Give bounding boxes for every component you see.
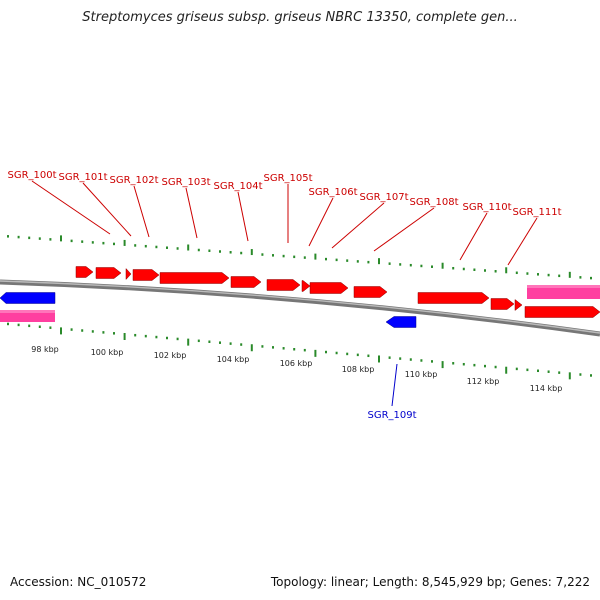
rrna-feature-shine bbox=[527, 285, 600, 288]
forward-gene-arrow[interactable] bbox=[95, 267, 122, 279]
scale-label: 100 kbp bbox=[91, 348, 124, 357]
label-leader-line bbox=[507, 217, 538, 266]
gene-label[interactable]: SGR_110t bbox=[462, 202, 511, 213]
map-title: Streptomyces griseus subsp. griseus NBRC… bbox=[82, 10, 518, 25]
scale-label: 102 kbp bbox=[154, 351, 187, 360]
gene-label[interactable]: SGR_104t bbox=[213, 181, 262, 192]
label-leader-line bbox=[331, 202, 385, 249]
gene-label[interactable]: SGR_100t bbox=[7, 170, 56, 181]
forward-gene-arrow[interactable] bbox=[159, 272, 230, 284]
genome-stats-text: Topology: linear; Length: 8,545,929 bp; … bbox=[270, 575, 590, 589]
forward-gene-arrow[interactable] bbox=[309, 282, 349, 294]
gene-label[interactable]: SGR_102t bbox=[109, 175, 158, 186]
genome-backbone-highlight bbox=[0, 280, 600, 334]
scale-label: 108 kbp bbox=[342, 365, 375, 374]
forward-gene-arrow[interactable] bbox=[514, 298, 523, 312]
label-leader-line bbox=[391, 363, 398, 407]
reverse-gene-arrow[interactable] bbox=[0, 292, 56, 304]
scale-label: 104 kbp bbox=[217, 355, 250, 364]
forward-gene-arrow[interactable] bbox=[353, 286, 388, 298]
forward-gene-arrow[interactable] bbox=[301, 280, 311, 292]
rrna-feature-shine bbox=[0, 310, 55, 313]
label-leader-line bbox=[459, 212, 488, 261]
label-leader-line bbox=[185, 187, 198, 239]
reverse-gene-arrow[interactable] bbox=[385, 316, 417, 328]
label-leader-line bbox=[31, 180, 111, 235]
gene-label[interactable]: SGR_107t bbox=[359, 192, 408, 203]
label-leader-line bbox=[82, 182, 132, 237]
forward-gene-arrow[interactable] bbox=[125, 267, 132, 281]
scale-label: 114 kbp bbox=[530, 384, 563, 393]
label-leader-line bbox=[133, 185, 150, 238]
scale-label: 106 kbp bbox=[280, 359, 313, 368]
accession-text: Accession: NC_010572 bbox=[10, 575, 147, 589]
gene-label[interactable]: SGR_106t bbox=[308, 187, 357, 198]
label-leader-line bbox=[237, 191, 249, 242]
tick-track-bottom bbox=[7, 322, 592, 380]
gene-label[interactable]: SGR_105t bbox=[263, 173, 312, 184]
forward-gene-arrow[interactable] bbox=[132, 269, 160, 281]
forward-gene-arrow[interactable] bbox=[230, 276, 262, 288]
rrna-feature[interactable] bbox=[527, 285, 600, 299]
scale-labels: 98 kbp 100 kbp 102 kbp 104 kbp 106 kbp 108 kb… bbox=[31, 345, 562, 393]
tick-track-top bbox=[7, 235, 592, 280]
forward-gene-arrow[interactable] bbox=[75, 266, 94, 278]
gene-label[interactable]: SGR_108t bbox=[409, 197, 458, 208]
forward-gene-arrow[interactable] bbox=[524, 306, 600, 318]
scale-label: 98 kbp bbox=[31, 345, 59, 354]
gene-label[interactable]: SGR_111t bbox=[512, 207, 561, 218]
label-leaders bbox=[31, 180, 538, 407]
label-leader-line bbox=[373, 207, 435, 252]
gene-label[interactable]: SGR_101t bbox=[58, 172, 107, 183]
gene-label[interactable]: SGR_109t bbox=[367, 410, 416, 421]
scale-label: 110 kbp bbox=[405, 370, 438, 379]
forward-gene-arrow[interactable] bbox=[417, 292, 490, 304]
forward-gene-arrow[interactable] bbox=[266, 279, 301, 291]
scale-label: 112 kbp bbox=[467, 377, 500, 386]
genome-backbone bbox=[0, 279, 600, 337]
gene-features bbox=[0, 266, 600, 328]
forward-gene-arrow[interactable] bbox=[490, 298, 515, 310]
gene-label[interactable]: SGR_103t bbox=[161, 177, 210, 188]
label-leader-line bbox=[308, 197, 334, 247]
gene-labels: SGR_100t SGR_101t SGR_102t SGR_103t SGR_104t… bbox=[7, 170, 561, 421]
